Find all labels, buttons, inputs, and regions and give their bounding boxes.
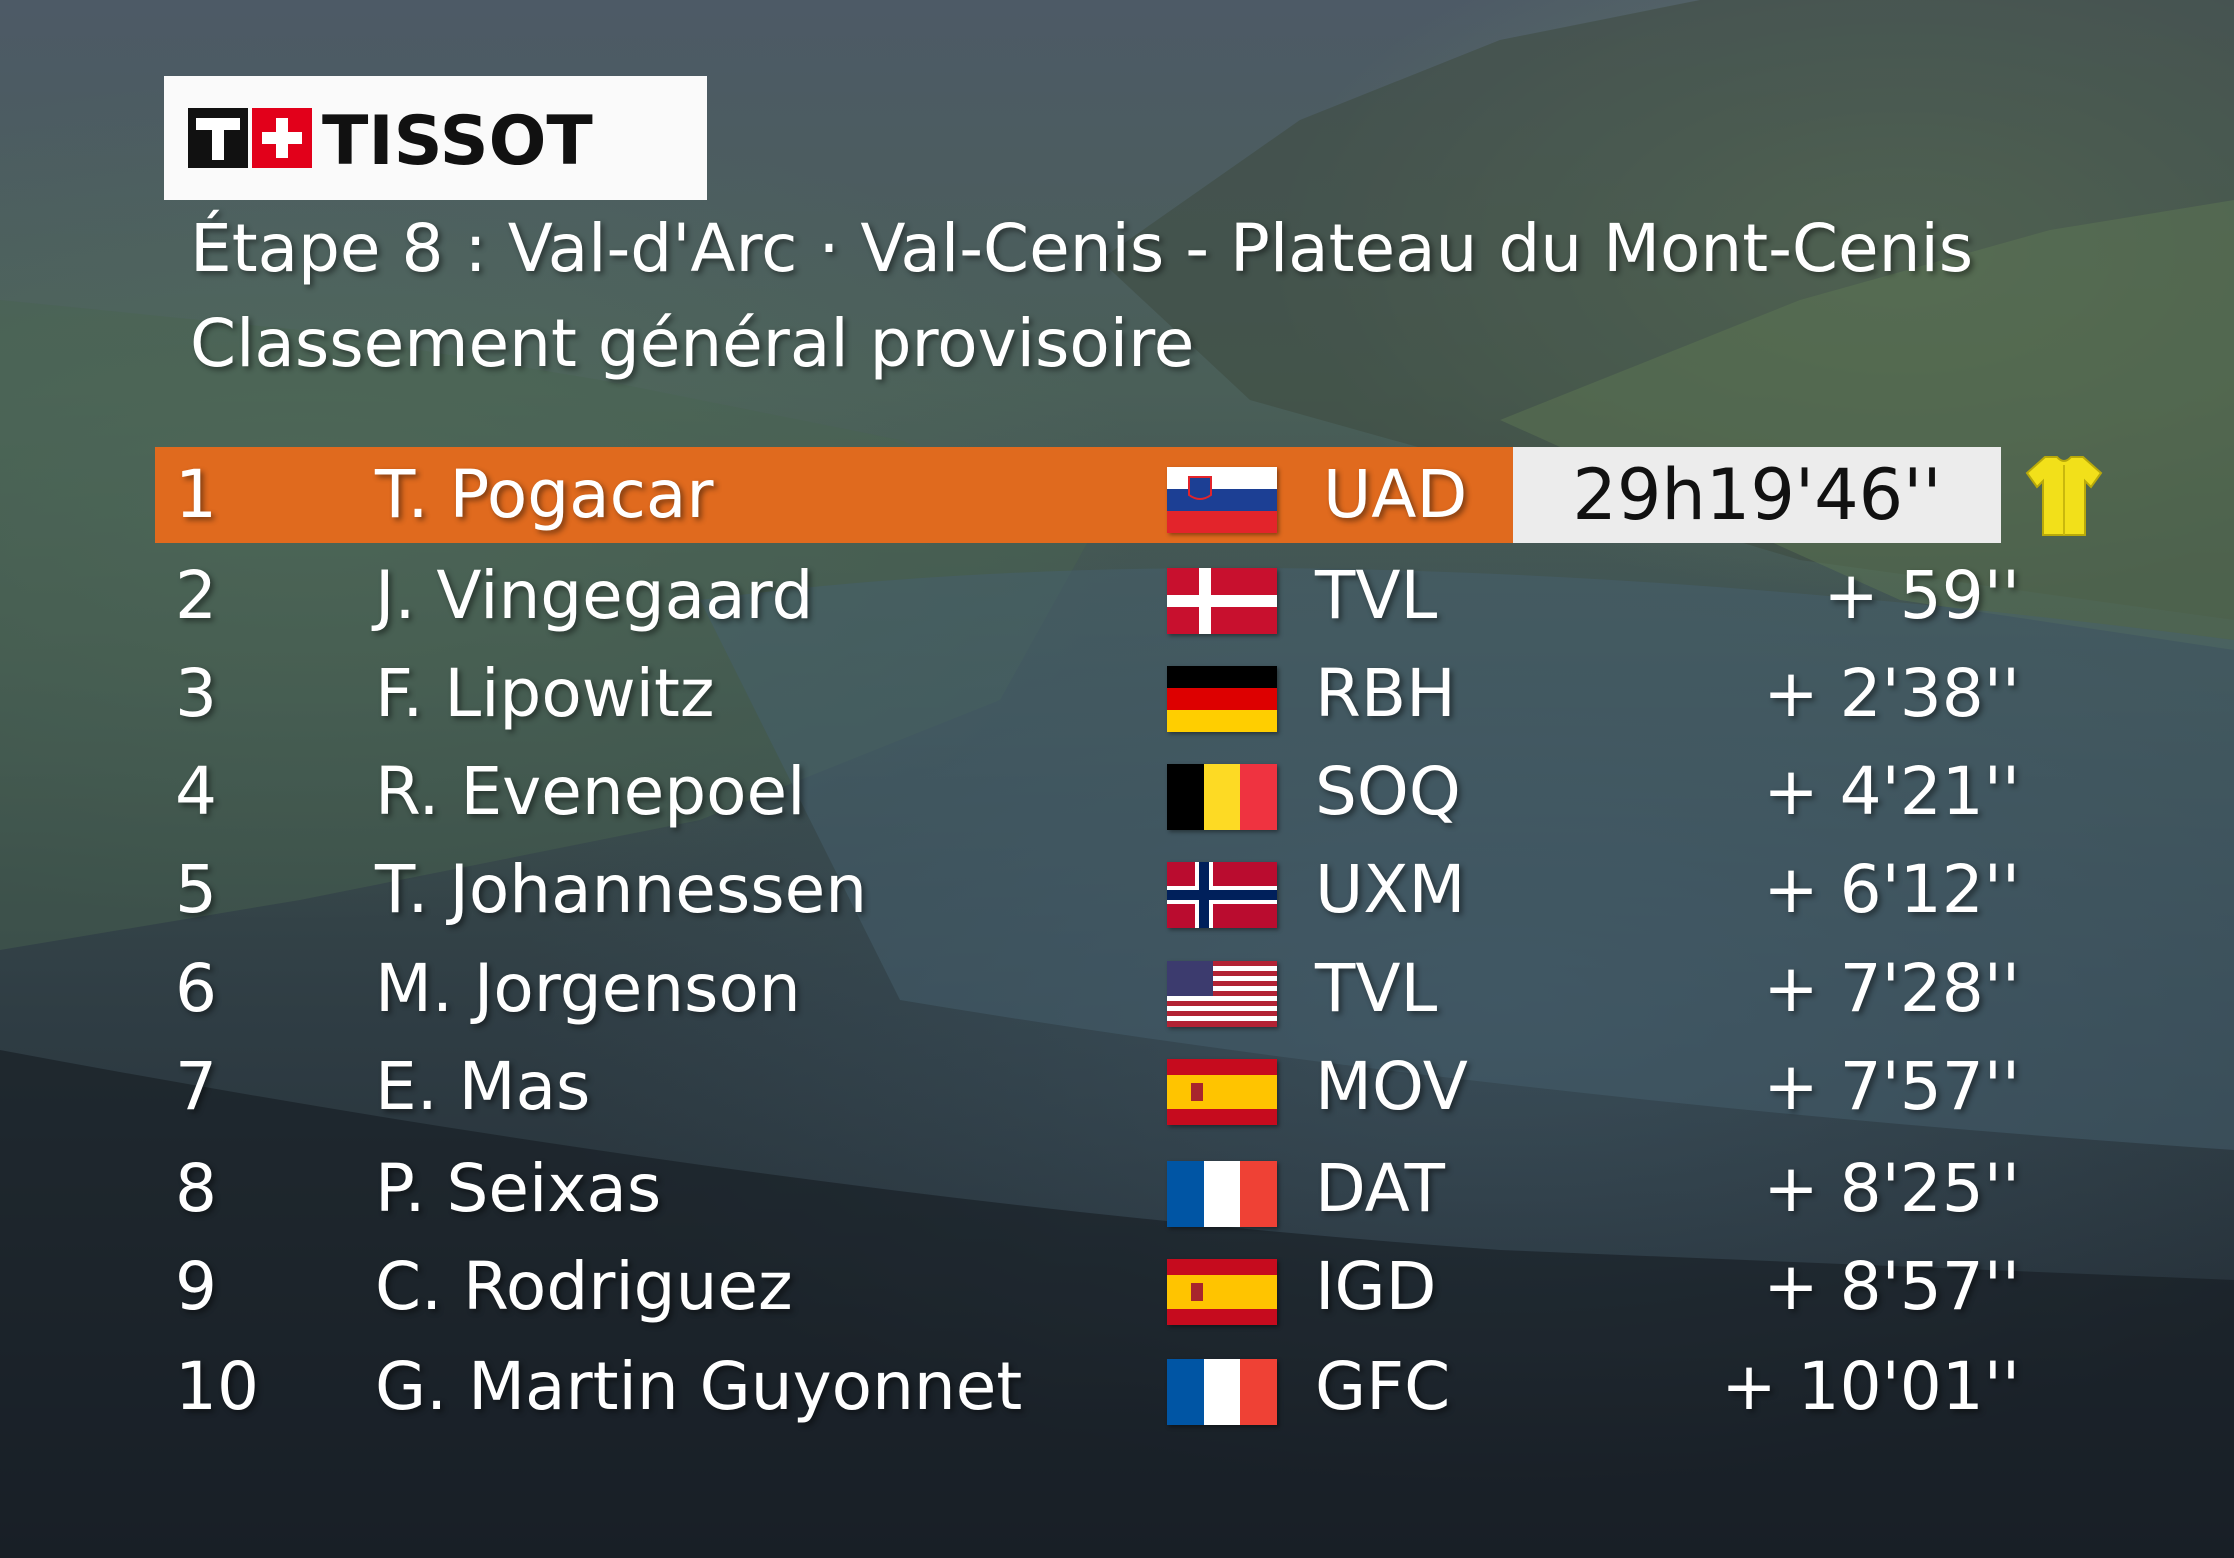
rider-name: M. Jorgenson [375, 950, 801, 1027]
yellow-jersey-icon [2025, 456, 2103, 536]
team-code: SOQ [1315, 753, 1461, 830]
rider-name: F. Lipowitz [375, 655, 715, 732]
time-gap: + 7'28'' [1763, 950, 2020, 1027]
slovenia-flag-icon [1167, 467, 1277, 533]
team-code: TVL [1315, 950, 1438, 1027]
team-code: MOV [1315, 1048, 1468, 1125]
rider-name: R. Evenepoel [375, 753, 806, 830]
team-code: TVL [1315, 557, 1438, 634]
standings-row: 10 G. Martin Guyonnet GFC + 10'01'' [155, 1339, 2035, 1435]
rank: 1 [175, 456, 217, 533]
norway-flag-icon [1167, 862, 1277, 928]
rank: 7 [175, 1048, 217, 1125]
france-flag-icon [1167, 1359, 1277, 1425]
leader-time: 29h19'46'' [1513, 447, 2001, 543]
time-gap: + 4'21'' [1763, 753, 2020, 830]
rank: 10 [175, 1348, 259, 1425]
standings-row: 8 P. Seixas DAT + 8'25'' [155, 1141, 2035, 1237]
rank: 5 [175, 851, 217, 928]
time-gap: + 10'01'' [1721, 1348, 2020, 1425]
rider-name: E. Mas [375, 1048, 591, 1125]
belgium-flag-icon [1167, 764, 1277, 830]
team-code: IGD [1315, 1248, 1437, 1325]
tissot-logo: TISSOT [164, 76, 707, 200]
time-gap: + 59'' [1823, 557, 2020, 634]
time-gap: + 7'57'' [1763, 1048, 2020, 1125]
rider-name: J. Vingegaard [375, 557, 814, 634]
stage-title: Étape 8 : Val-d'Arc · Val-Cenis - Platea… [190, 210, 1974, 287]
rider-name: C. Rodriguez [375, 1248, 793, 1325]
rider-name: T. Pogacar [375, 456, 714, 533]
usa-flag-icon [1167, 961, 1277, 1027]
rank: 6 [175, 950, 217, 1027]
standings-row: 4 R. Evenepoel SOQ + 4'21'' [155, 744, 2035, 840]
rank: 3 [175, 655, 217, 732]
team-code: GFC [1315, 1348, 1451, 1425]
rider-name: G. Martin Guyonnet [375, 1348, 1023, 1425]
rank: 9 [175, 1248, 217, 1325]
team-code: DAT [1315, 1150, 1446, 1227]
time-gap: + 2'38'' [1763, 655, 2020, 732]
rank: 4 [175, 753, 217, 830]
team-code: RBH [1315, 655, 1456, 732]
rider-name: P. Seixas [375, 1150, 662, 1227]
time-gap: + 6'12'' [1763, 851, 2020, 928]
france-flag-icon [1167, 1161, 1277, 1227]
rider-name: T. Johannessen [375, 851, 868, 928]
team-code: UXM [1315, 851, 1466, 928]
rank: 8 [175, 1150, 217, 1227]
standings-row: 5 T. Johannessen UXM + 6'12'' [155, 842, 2035, 938]
team-code: UAD [1323, 456, 1468, 533]
standings-row: 6 M. Jorgenson TVL + 7'28'' [155, 941, 2035, 1037]
tissot-logo-text: TISSOT [322, 102, 593, 178]
time-gap: + 8'57'' [1763, 1248, 2020, 1325]
standings-row: 3 F. Lipowitz RBH + 2'38'' [155, 646, 2035, 742]
denmark-flag-icon [1167, 568, 1277, 634]
spain-flag-icon [1167, 1259, 1277, 1325]
standings-row: 9 C. Rodriguez IGD + 8'57'' [155, 1239, 2035, 1335]
classification-subtitle: Classement général provisoire [190, 305, 1195, 382]
spain-flag-icon [1167, 1059, 1277, 1125]
tissot-logo-mark: TISSOT [188, 102, 593, 178]
standings-row: 2 J. Vingegaard TVL + 59'' [155, 548, 2035, 644]
rank: 2 [175, 557, 217, 634]
standings-row-leader: 1 T. Pogacar UAD 29h19'46'' [155, 447, 2103, 543]
time-gap: + 8'25'' [1763, 1150, 2020, 1227]
germany-flag-icon [1167, 666, 1277, 732]
standings-row: 7 E. Mas MOV + 7'57'' [155, 1039, 2035, 1135]
